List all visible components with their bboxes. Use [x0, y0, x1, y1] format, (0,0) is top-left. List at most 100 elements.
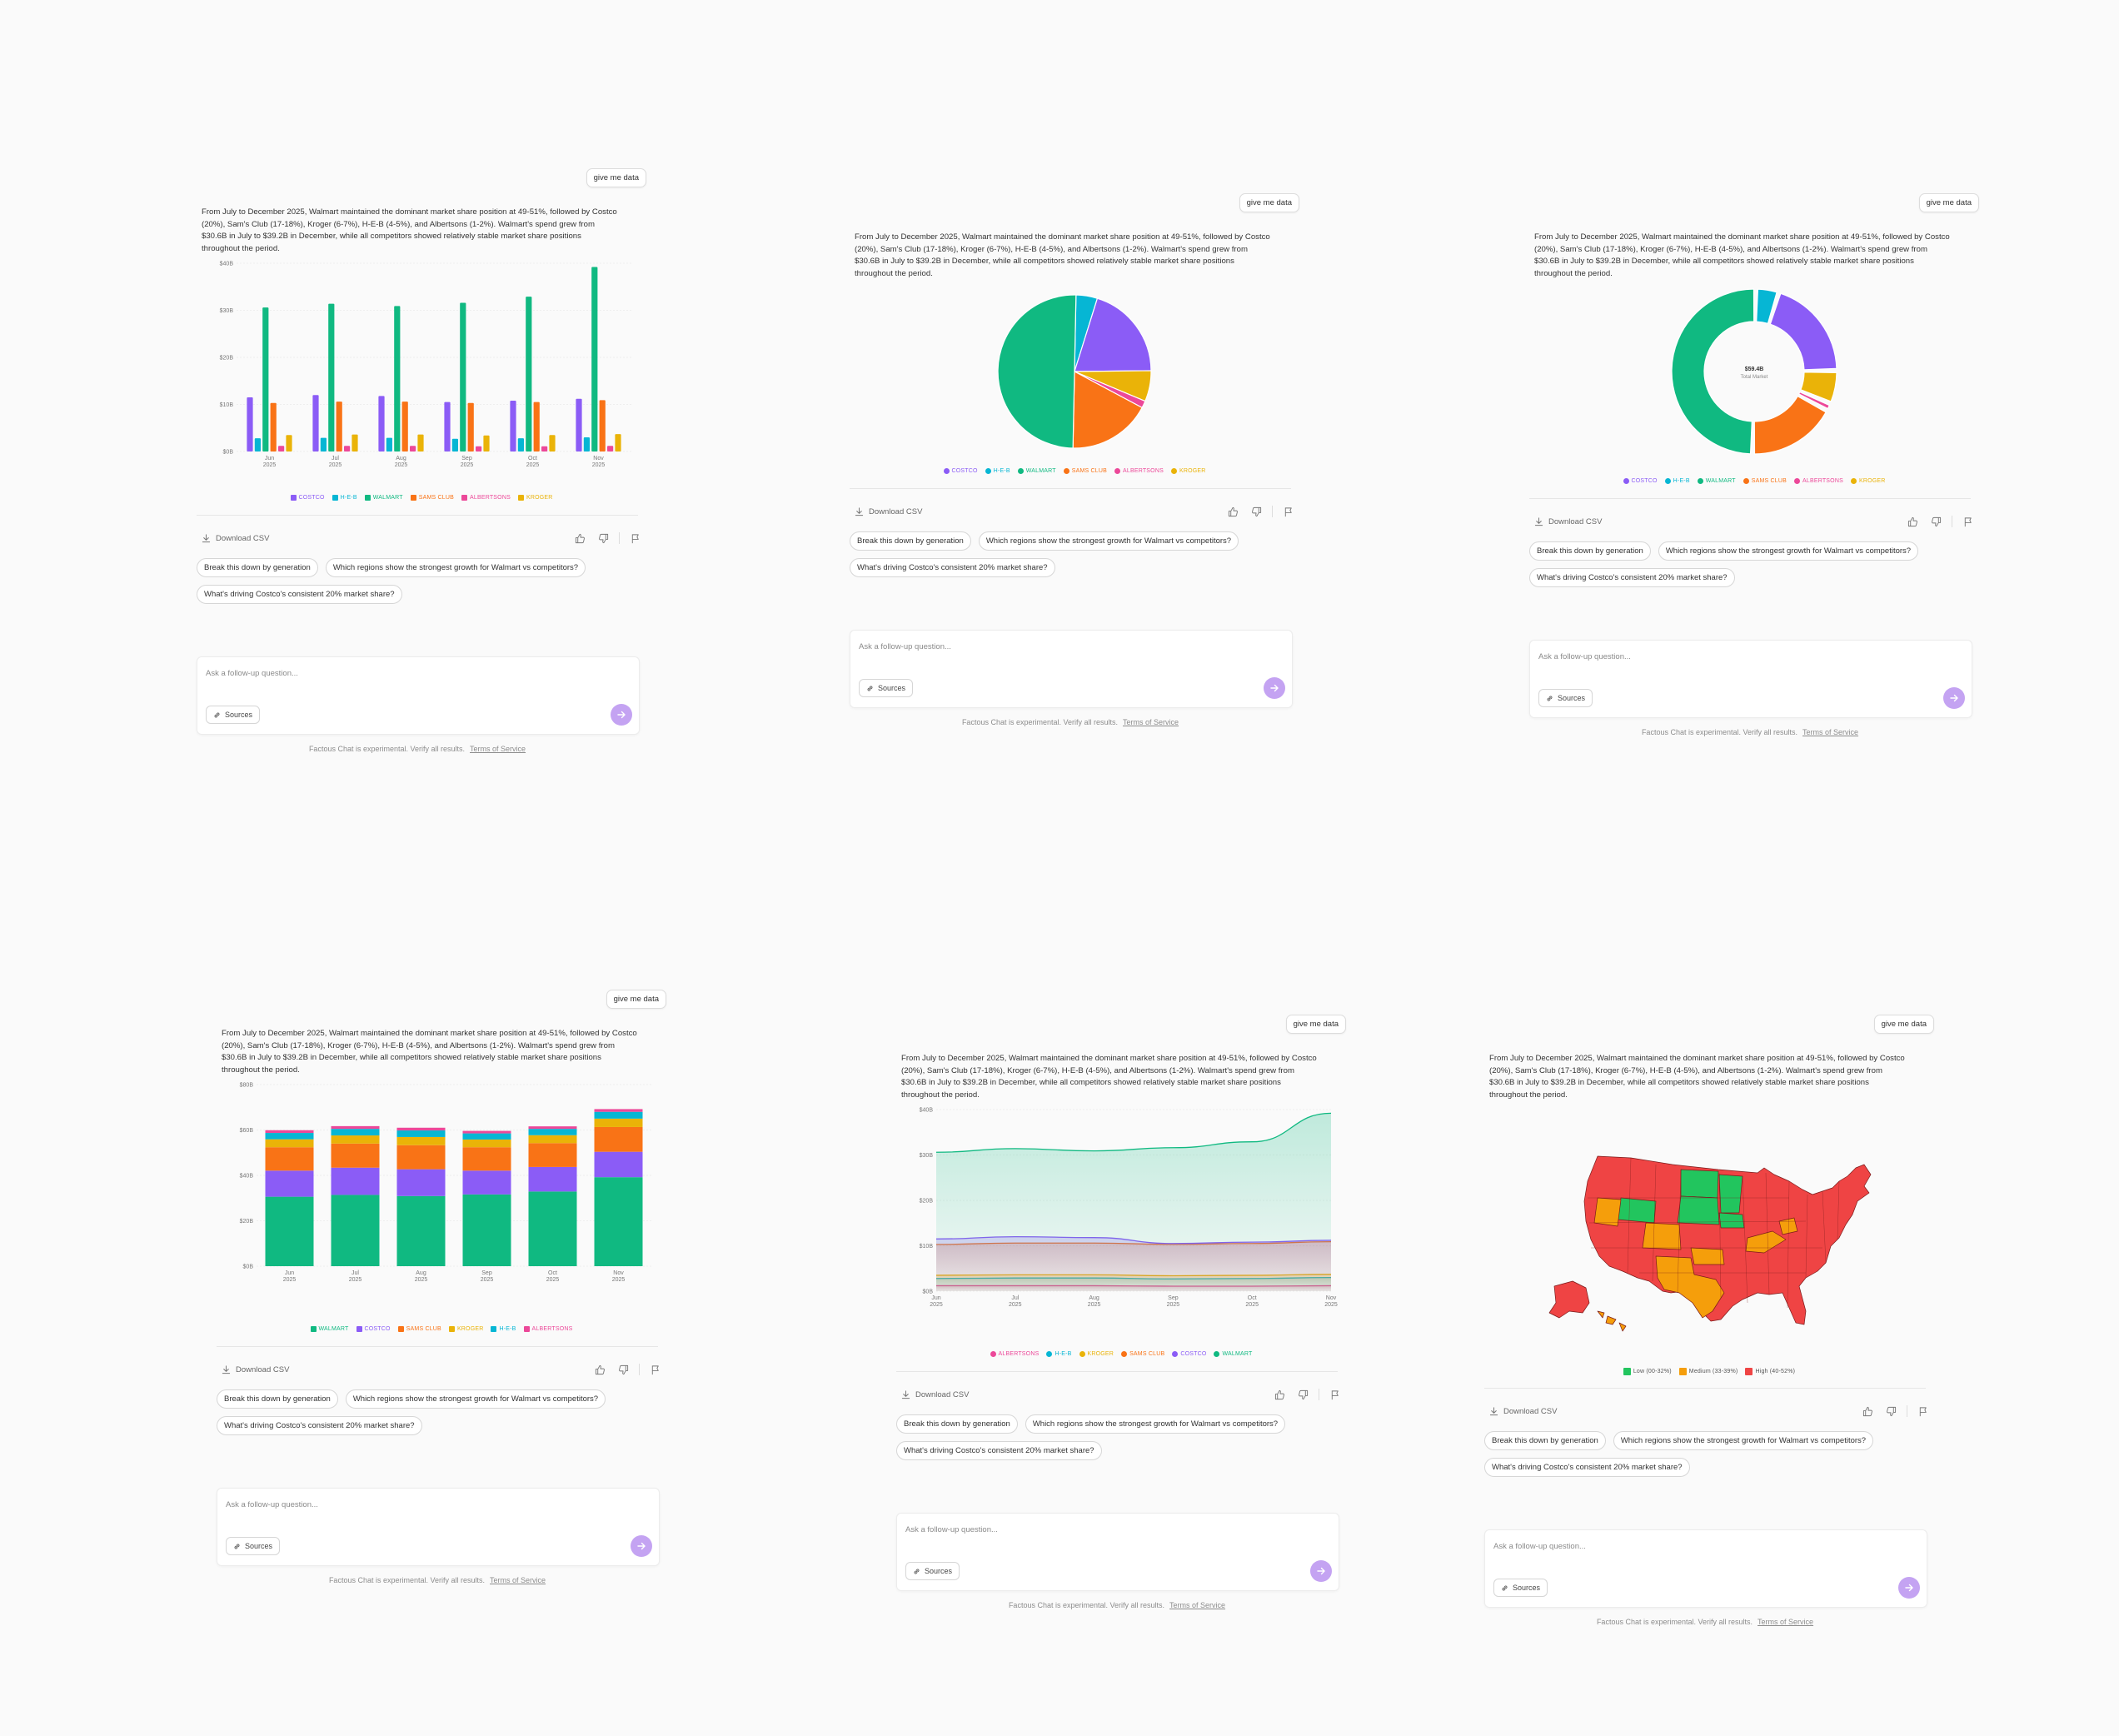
stack-segment-h-e-b[interactable] [594, 1111, 643, 1119]
stack-segment-albertsons[interactable] [396, 1127, 446, 1131]
stack-segment-albertsons[interactable] [462, 1130, 511, 1134]
thumbs-down-button[interactable] [616, 1362, 631, 1377]
bar-albertsons[interactable] [607, 446, 614, 451]
suggestion-chip[interactable]: Break this down by generation [850, 531, 971, 551]
thumbs-up-button[interactable] [1860, 1404, 1875, 1419]
stack-segment-sams-club[interactable] [331, 1143, 380, 1168]
stack-segment-sams-club[interactable] [528, 1143, 577, 1167]
stack-segment-h-e-b[interactable] [331, 1129, 380, 1136]
state-south-dakota[interactable] [1677, 1195, 1720, 1225]
state-wyoming[interactable] [1617, 1197, 1657, 1224]
send-button[interactable] [1310, 1560, 1332, 1582]
flag-button[interactable] [1281, 504, 1296, 519]
stack-segment-h-e-b[interactable] [265, 1133, 314, 1140]
stack-segment-h-e-b[interactable] [528, 1129, 577, 1135]
thumbs-down-button[interactable] [1249, 504, 1264, 519]
bar-walmart[interactable] [460, 302, 466, 451]
slice-h-e-b[interactable] [1756, 288, 1777, 325]
bar-kroger[interactable] [549, 435, 556, 451]
bar-walmart[interactable] [591, 267, 598, 451]
slice-kroger[interactable] [1800, 372, 1837, 402]
thumbs-up-button[interactable] [592, 1362, 607, 1377]
stack-segment-kroger[interactable] [528, 1135, 577, 1144]
sources-button[interactable]: Sources [206, 706, 261, 724]
stack-segment-albertsons[interactable] [265, 1130, 314, 1134]
thumbs-up-button[interactable] [572, 531, 587, 546]
stack-segment-walmart[interactable] [462, 1194, 511, 1266]
stack-segment-albertsons[interactable] [528, 1126, 577, 1130]
bar-costco[interactable] [312, 395, 319, 451]
send-button[interactable] [1264, 677, 1285, 699]
thumbs-up-button[interactable] [1905, 514, 1920, 529]
bar-costco[interactable] [247, 397, 253, 451]
flag-button[interactable] [1328, 1387, 1343, 1402]
follow-up-input[interactable]: Ask a follow-up question... [859, 642, 951, 651]
sources-button[interactable]: Sources [1538, 689, 1593, 707]
state-texas[interactable] [1655, 1255, 1725, 1319]
flag-button[interactable] [628, 531, 643, 546]
state-iowa[interactable] [1718, 1212, 1745, 1229]
thumbs-down-button[interactable] [596, 531, 611, 546]
download-csv-button[interactable]: Download CSV [855, 507, 922, 516]
stack-segment-walmart[interactable] [528, 1191, 577, 1266]
sources-button[interactable]: Sources [859, 679, 914, 697]
suggestion-chip[interactable]: What's driving Costco's consistent 20% m… [197, 585, 402, 604]
state-kentucky[interactable] [1745, 1230, 1787, 1254]
stack-segment-h-e-b[interactable] [396, 1130, 446, 1137]
bar-sams-club[interactable] [599, 400, 606, 451]
stack-segment-kroger[interactable] [594, 1118, 643, 1127]
suggestion-chip[interactable]: Break this down by generation [197, 558, 318, 577]
bar-costco[interactable] [444, 402, 451, 451]
bar-kroger[interactable] [286, 435, 292, 451]
stack-segment-kroger[interactable] [396, 1136, 446, 1145]
suggestion-chip[interactable]: Which regions show the strongest growth … [1025, 1414, 1286, 1434]
bar-sams-club[interactable] [401, 402, 408, 451]
slice-walmart[interactable] [997, 294, 1077, 449]
map-mainland[interactable] [1583, 1155, 1872, 1325]
slice-costco[interactable] [1769, 292, 1837, 371]
suggestion-chip[interactable]: What's driving Costco's consistent 20% m… [1529, 568, 1735, 587]
thumbs-down-button[interactable] [1883, 1404, 1898, 1419]
suggestion-chip[interactable]: Which regions show the strongest growth … [325, 558, 586, 577]
stack-segment-sams-club[interactable] [594, 1126, 643, 1152]
stack-segment-h-e-b[interactable] [462, 1133, 511, 1140]
suggestion-chip[interactable]: Break this down by generation [1529, 541, 1651, 561]
slice-walmart[interactable] [1671, 288, 1755, 455]
state-hawaii[interactable] [1597, 1310, 1605, 1319]
bar-kroger[interactable] [615, 434, 621, 451]
bar-kroger[interactable] [417, 434, 424, 451]
suggestion-chip[interactable]: What's driving Costco's consistent 20% m… [850, 558, 1055, 577]
suggestion-chip[interactable]: What's driving Costco's consistent 20% m… [217, 1416, 422, 1435]
bar-h-e-b[interactable] [517, 438, 524, 451]
suggestion-chip[interactable]: What's driving Costco's consistent 20% m… [896, 1441, 1102, 1460]
bar-walmart[interactable] [262, 307, 269, 451]
bar-h-e-b[interactable] [386, 437, 392, 451]
sources-button[interactable]: Sources [226, 1537, 281, 1555]
stack-segment-kroger[interactable] [462, 1139, 511, 1148]
state-minnesota[interactable] [1718, 1174, 1743, 1214]
bar-albertsons[interactable] [410, 446, 416, 451]
bar-costco[interactable] [510, 400, 516, 451]
bar-sams-club[interactable] [467, 402, 474, 451]
bar-albertsons[interactable] [278, 446, 285, 451]
stack-segment-albertsons[interactable] [331, 1125, 380, 1130]
state-colorado[interactable] [1642, 1222, 1682, 1250]
suggestion-chip[interactable]: Which regions show the strongest growth … [978, 531, 1239, 551]
sources-button[interactable]: Sources [905, 1562, 960, 1580]
slice-albertsons[interactable] [1797, 391, 1831, 410]
state-alaska[interactable] [1548, 1280, 1590, 1319]
thumbs-up-button[interactable] [1272, 1387, 1287, 1402]
terms-link[interactable]: Terms of Service [490, 1576, 546, 1584]
bar-albertsons[interactable] [476, 446, 482, 451]
download-csv-button[interactable]: Download CSV [1534, 517, 1602, 526]
bar-sams-club[interactable] [270, 402, 277, 451]
send-button[interactable] [611, 704, 632, 726]
state-idaho[interactable] [1593, 1197, 1622, 1227]
stack-segment-sams-club[interactable] [396, 1145, 446, 1170]
suggestion-chip[interactable]: Which regions show the strongest growth … [1613, 1431, 1874, 1450]
bar-walmart[interactable] [394, 306, 401, 451]
thumbs-down-button[interactable] [1928, 514, 1943, 529]
sources-button[interactable]: Sources [1493, 1579, 1548, 1597]
stack-segment-costco[interactable] [528, 1166, 577, 1192]
state-north-dakota[interactable] [1680, 1169, 1719, 1199]
